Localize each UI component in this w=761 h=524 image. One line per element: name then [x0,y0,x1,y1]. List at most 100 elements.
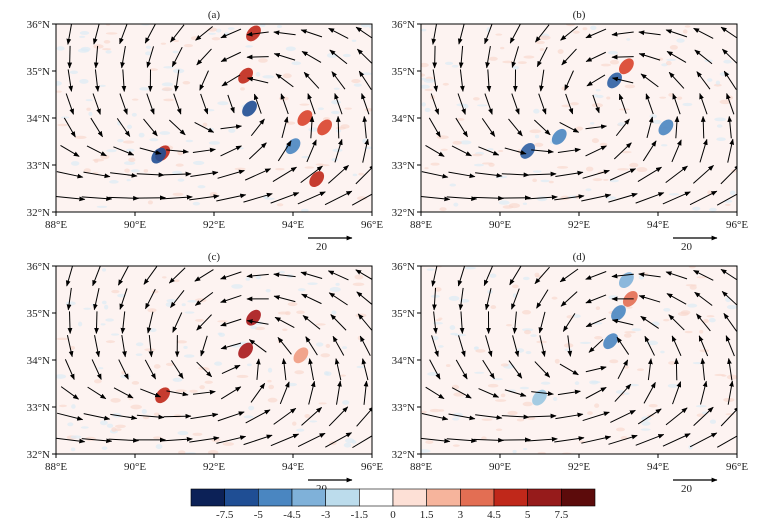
wind-vector [635,433,665,446]
noise-speckle [609,359,619,364]
wind-vector [163,413,192,419]
noise-speckle [444,61,454,65]
shading-blob [520,143,536,159]
wind-vector [458,45,464,69]
noise-speckle [524,329,532,335]
wind-vector [562,313,576,332]
noise-speckle [92,158,105,162]
wind-vector [146,46,155,68]
noise-speckle [184,311,195,314]
noise-speckle [666,58,676,61]
x-tick-label: 88°E [45,219,67,231]
wind-vector [171,46,183,68]
noise-speckle [214,361,223,366]
wind-vector [308,380,316,405]
colorbar-swatch [527,488,562,507]
wind-vector [244,168,272,181]
noise-speckle [719,99,731,105]
wind-vector [455,117,468,138]
noise-speckle [533,108,540,114]
wind-vector [83,171,111,179]
wind-vector [538,93,547,115]
wind-vector [531,149,554,154]
panel-0: (a) 88°E 90°E 92°E 94°E 96°E 32°N 33°N 34°N 35°N 3… [27,9,384,253]
wind-vector [694,291,713,306]
wind-vector [194,291,214,306]
wind-vector [140,388,162,398]
wind-vector [509,266,522,286]
wind-vector [501,172,530,178]
noise-speckle [187,299,198,303]
noise-speckle [507,410,518,416]
wind-vector [113,387,134,399]
noise-speckle [699,329,704,334]
wind-vector [582,411,610,422]
shading-blob [309,171,325,187]
noise-speckle [534,142,544,147]
x-tick-label: 90°E [489,461,511,473]
noise-speckle [572,314,581,318]
colorbar-label: 5 [525,509,531,521]
wind-vector [642,140,657,162]
noise-speckle [207,450,219,454]
reference-vector-label: 20 [316,241,328,253]
noise-speckle [105,318,114,322]
noise-speckle [596,94,604,99]
noise-speckle [98,367,104,370]
wind-vector [616,336,630,355]
noise-speckle [481,418,493,421]
wind-vector [146,311,154,334]
noise-speckle [135,342,144,347]
noise-speckle [624,331,636,334]
wind-vector [300,29,323,38]
noise-speckle [65,301,76,306]
wind-vector [727,357,733,381]
noise-speckle [101,446,108,450]
noise-speckle [449,183,457,187]
noise-speckle [124,168,130,173]
wind-vector [216,435,247,444]
wind-vector [220,318,242,327]
wind-vector [196,314,212,331]
wind-vector [689,190,718,206]
wind-vector [613,142,632,160]
noise-speckle [699,349,710,353]
y-tick-label: 34°N [27,113,50,125]
colorbar-swatch [291,488,326,507]
colorbar-swatch [325,488,360,507]
x-tick-label: 96°E [361,461,383,473]
noise-speckle [178,450,186,454]
wind-vector [56,412,84,421]
noise-speckle [706,78,713,82]
noise-speckle [104,304,109,310]
wind-vector [527,194,558,200]
wind-vector [302,315,321,330]
noise-speckle [285,46,296,52]
shading-blob [603,333,618,350]
wind-vector [357,313,372,332]
wind-vector [121,69,127,92]
wind-vector [63,117,76,138]
noise-speckle [607,50,619,55]
noise-speckle [145,51,152,56]
noise-speckle [217,320,228,323]
noise-speckle [536,196,548,202]
noise-speckle [676,96,683,100]
wind-vector [66,24,73,45]
noise-speckle [649,114,657,119]
wind-vector [668,314,685,331]
wind-vector [328,27,349,39]
colorbar-label: 0 [390,509,396,521]
wind-vector [430,93,439,115]
noise-speckle [331,99,341,105]
noise-speckle [79,30,90,35]
wind-vector [611,54,634,60]
wind-vector [512,311,518,334]
noise-speckle [236,374,249,378]
noise-speckle [171,170,183,175]
noise-speckle [552,396,558,402]
noise-speckle [714,373,726,377]
colorbar-label: -1.5 [351,509,369,521]
noise-speckle [532,170,542,173]
